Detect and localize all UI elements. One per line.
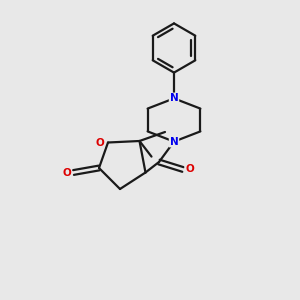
Text: O: O — [95, 137, 104, 148]
Text: O: O — [62, 167, 71, 178]
Text: N: N — [169, 93, 178, 103]
Text: O: O — [185, 164, 194, 175]
Text: N: N — [169, 136, 178, 147]
